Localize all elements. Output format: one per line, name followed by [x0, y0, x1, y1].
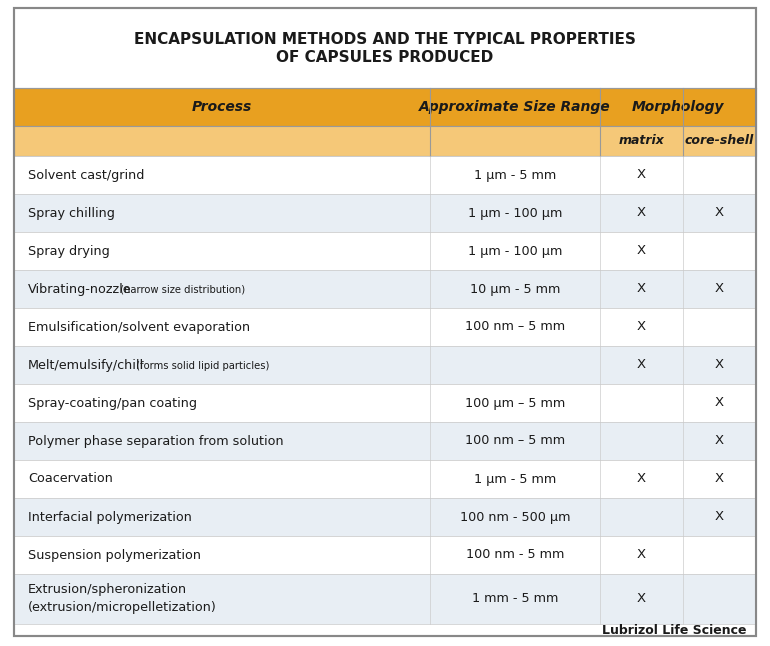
Text: Spray chilling: Spray chilling — [28, 207, 115, 220]
Text: X: X — [637, 548, 646, 561]
Text: Approximate Size Range: Approximate Size Range — [419, 100, 611, 114]
Bar — [14, 232, 756, 270]
Bar — [14, 308, 756, 346]
Text: Suspension polymerization: Suspension polymerization — [28, 548, 201, 561]
Text: 1 μm - 5 mm: 1 μm - 5 mm — [474, 169, 556, 182]
Text: Morphology: Morphology — [631, 100, 725, 114]
Text: X: X — [637, 472, 646, 486]
Text: 100 μm – 5 mm: 100 μm – 5 mm — [465, 397, 565, 410]
Bar — [14, 346, 756, 384]
Text: X: X — [715, 359, 724, 371]
Text: X: X — [715, 472, 724, 486]
Bar — [14, 384, 756, 422]
Text: Interfacial polymerization: Interfacial polymerization — [28, 510, 192, 523]
Text: X: X — [637, 282, 646, 295]
Text: Solvent cast/grind: Solvent cast/grind — [28, 169, 145, 182]
Text: 1 μm - 100 μm: 1 μm - 100 μm — [468, 244, 562, 258]
Text: Extrusion/spheronization: Extrusion/spheronization — [28, 583, 187, 596]
Text: 10 μm - 5 mm: 10 μm - 5 mm — [470, 282, 561, 295]
Bar — [14, 574, 756, 624]
Text: Spray drying: Spray drying — [28, 244, 110, 258]
Bar — [14, 88, 756, 126]
Text: (extrusion/micropelletization): (extrusion/micropelletization) — [28, 601, 216, 614]
Text: X: X — [715, 435, 724, 448]
Text: X: X — [637, 359, 646, 371]
Text: Polymer phase separation from solution: Polymer phase separation from solution — [28, 435, 283, 448]
Bar — [14, 498, 756, 536]
Text: X: X — [637, 592, 646, 605]
Text: Spray-coating/pan coating: Spray-coating/pan coating — [28, 397, 197, 410]
Text: X: X — [715, 397, 724, 410]
Text: Vibrating-nozzle: Vibrating-nozzle — [28, 282, 132, 295]
Text: 100 nm – 5 mm: 100 nm – 5 mm — [465, 320, 565, 333]
Bar — [14, 536, 756, 574]
Bar — [14, 422, 756, 460]
Text: OF CAPSULES PRODUCED: OF CAPSULES PRODUCED — [276, 50, 494, 65]
Text: Coacervation: Coacervation — [28, 472, 113, 486]
Bar — [14, 460, 756, 498]
Text: Process: Process — [192, 100, 252, 114]
Text: 100 nm - 5 mm: 100 nm - 5 mm — [466, 548, 564, 561]
Text: X: X — [637, 207, 646, 220]
Text: X: X — [715, 510, 724, 523]
Bar — [14, 194, 756, 232]
Text: 100 nm – 5 mm: 100 nm – 5 mm — [465, 435, 565, 448]
Text: 1 mm - 5 mm: 1 mm - 5 mm — [472, 592, 558, 605]
Text: Melt/emulsify/chill: Melt/emulsify/chill — [28, 359, 144, 371]
Text: Lubrizol Life Science: Lubrizol Life Science — [601, 623, 746, 636]
Text: X: X — [715, 207, 724, 220]
Text: (narrow size distribution): (narrow size distribution) — [117, 285, 245, 295]
Text: X: X — [637, 320, 646, 333]
Text: 1 μm - 5 mm: 1 μm - 5 mm — [474, 472, 556, 486]
Bar — [14, 270, 756, 308]
Bar — [14, 156, 756, 194]
Text: Emulsification/solvent evaporation: Emulsification/solvent evaporation — [28, 320, 250, 333]
Text: 1 μm - 100 μm: 1 μm - 100 μm — [468, 207, 562, 220]
Text: (forms solid lipid particles): (forms solid lipid particles) — [133, 361, 270, 371]
Text: X: X — [715, 282, 724, 295]
Bar — [14, 126, 756, 156]
Text: X: X — [637, 169, 646, 182]
Text: ENCAPSULATION METHODS AND THE TYPICAL PROPERTIES: ENCAPSULATION METHODS AND THE TYPICAL PR… — [134, 32, 636, 48]
Text: core-shell: core-shell — [685, 134, 754, 147]
Text: matrix: matrix — [618, 134, 665, 147]
Text: X: X — [637, 244, 646, 258]
Text: 100 nm - 500 μm: 100 nm - 500 μm — [460, 510, 571, 523]
